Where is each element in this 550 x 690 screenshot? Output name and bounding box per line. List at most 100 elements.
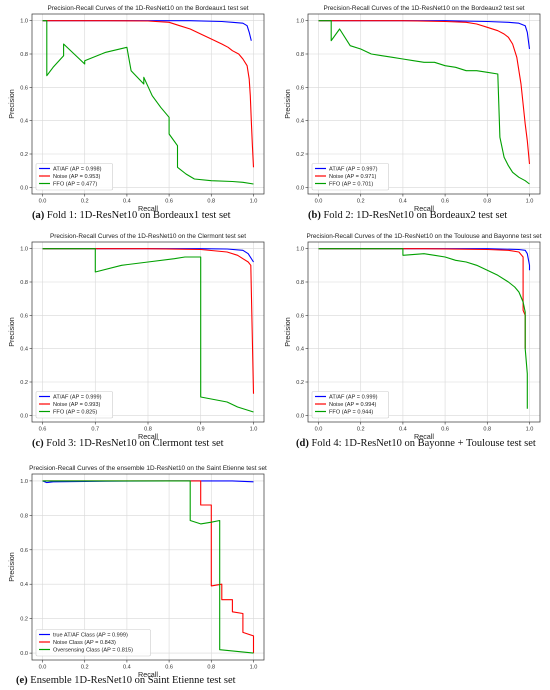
chart-title: Precision-Recall Curves of the ensemble …	[29, 465, 267, 472]
caption-d-tag: (d)	[296, 438, 309, 449]
y-tick-label: 0.2	[20, 380, 28, 386]
x-tick-label: 0.2	[357, 427, 365, 433]
y-tick-label: 1.0	[296, 247, 304, 253]
caption-d: (d) Fold 4: 1D-ResNet10 on Bayonne + Tou…	[296, 438, 536, 449]
chart-panel-c: Precision-Recall Curves of the 1D-ResNet…	[2, 230, 272, 460]
x-tick-label: 0.8	[483, 199, 491, 205]
y-tick-label: 0.6	[20, 85, 28, 91]
chart-panel-e: Precision-Recall Curves of the ensemble …	[2, 460, 272, 690]
y-tick-label: 0.8	[296, 280, 304, 286]
y-tick-label: 0.2	[296, 152, 304, 158]
legend-entry: FFO (AP = 0.477)	[53, 182, 97, 188]
y-axis-label: Precision	[7, 317, 16, 347]
x-tick-label: 0.6	[165, 665, 173, 671]
x-tick-label: 1.0	[526, 199, 534, 205]
x-tick-label: 0.0	[315, 199, 323, 205]
legend-box	[311, 391, 389, 419]
caption-b-tag: (b)	[308, 210, 321, 221]
x-tick-label: 0.4	[123, 199, 131, 205]
x-axis-label: Recall	[138, 670, 158, 679]
y-tick-label: 0.6	[296, 85, 304, 91]
chart-d-svg: Precision-Recall Curves of the 1D-ResNet…	[283, 233, 542, 441]
y-tick-label: 0.2	[20, 152, 28, 158]
x-tick-label: 0.2	[81, 665, 89, 671]
caption-c-tag: (c)	[32, 438, 44, 449]
y-tick-label: 0.4	[296, 119, 304, 125]
x-axis-label: Recall	[414, 432, 434, 441]
plot-frame	[307, 13, 541, 195]
legend-box	[35, 163, 113, 191]
x-tick-label: 1.0	[250, 199, 258, 205]
x-tick-label: 0.6	[165, 199, 173, 205]
chart-b-svg: Precision-Recall Curves of the 1D-ResNet…	[283, 5, 541, 213]
caption-d-text: Fold 4: 1D-ResNet10 on Bayonne + Toulous…	[308, 438, 536, 449]
series-line-3	[318, 20, 530, 185]
y-tick-label: 0.6	[296, 313, 304, 319]
legend-entry: AT/AF (AP = 0.999)	[53, 395, 102, 401]
x-tick-label: 0.8	[483, 427, 491, 433]
series-line-2	[318, 248, 526, 349]
legend-entry: Noise (AP = 0.994)	[329, 402, 376, 408]
legend-entry: AT/AF (AP = 0.998)	[53, 167, 102, 173]
legend-entry: Oversensing Class (AP = 0.815)	[53, 648, 133, 654]
y-tick-label: 1.0	[296, 19, 304, 25]
x-tick-label: 0.8	[207, 199, 215, 205]
legend-entry: FFO (AP = 0.701)	[329, 182, 373, 188]
legend-entry: Noise Class (AP = 0.843)	[53, 640, 116, 646]
series-line-3	[42, 248, 254, 413]
legend-entry: Noise (AP = 0.993)	[53, 402, 100, 408]
caption-b: (b) Fold 2: 1D-ResNet10 on Bordeaux2 tes…	[308, 210, 507, 221]
y-tick-label: 0.6	[20, 548, 28, 554]
x-tick-label: 0.4	[123, 665, 131, 671]
y-tick-label: 0.0	[20, 185, 28, 191]
x-tick-label: 0.0	[39, 665, 47, 671]
plot-frame	[31, 241, 265, 423]
y-tick-label: 0.4	[20, 119, 28, 125]
x-tick-label: 0.7	[91, 427, 99, 433]
x-tick-label: 0.0	[39, 199, 47, 205]
y-tick-label: 0.2	[20, 617, 28, 623]
legend-entry: FFO (AP = 0.825)	[53, 410, 97, 416]
legend-entry: AT/AF (AP = 0.999)	[329, 395, 378, 401]
legend-box	[35, 629, 151, 657]
x-tick-label: 0.8	[207, 665, 215, 671]
x-tick-label: 0.2	[81, 199, 89, 205]
x-tick-label: 0.6	[39, 427, 47, 433]
series-line-3	[42, 20, 254, 185]
chart-c-svg: Precision-Recall Curves of the 1D-ResNet…	[7, 233, 265, 441]
y-tick-label: 0.4	[20, 347, 28, 353]
y-tick-label: 1.0	[20, 19, 28, 25]
plot-frame	[307, 241, 541, 423]
chart-panel-a: Precision-Recall Curves of the 1D-ResNet…	[2, 2, 272, 232]
y-tick-label: 1.0	[20, 479, 28, 485]
x-tick-label: 0.4	[399, 427, 407, 433]
y-tick-label: 1.0	[20, 247, 28, 253]
caption-c: (c) Fold 3: 1D-ResNet10 on Clermont test…	[32, 438, 224, 449]
chart-title: Precision-Recall Curves of the 1D-ResNet…	[306, 233, 541, 240]
x-tick-label: 0.9	[197, 427, 205, 433]
x-tick-label: 0.8	[144, 427, 152, 433]
series-line-2	[42, 248, 255, 394]
x-axis-label: Recall	[414, 204, 434, 213]
legend-entry: FFO (AP = 0.944)	[329, 410, 373, 416]
y-tick-label: 0.8	[20, 280, 28, 286]
y-tick-label: 0.4	[20, 582, 28, 588]
series-line-3	[42, 480, 254, 654]
chart-title: Precision-Recall Curves of the 1D-ResNet…	[47, 5, 248, 12]
y-tick-label: 0.0	[20, 651, 28, 657]
y-tick-label: 0.0	[296, 413, 304, 419]
chart-e-svg: Precision-Recall Curves of the ensemble …	[7, 465, 267, 679]
caption-e-text: Ensemble 1D-ResNet10 on Saint Etienne te…	[27, 675, 236, 686]
caption-a-tag: (a)	[32, 210, 45, 221]
x-tick-label: 0.6	[441, 199, 449, 205]
y-axis-label: Precision	[7, 552, 16, 582]
caption-b-text: Fold 2: 1D-ResNet10 on Bordeaux2 test se…	[320, 210, 508, 221]
caption-c-text: Fold 3: 1D-ResNet10 on Clermont test set	[43, 438, 224, 449]
x-tick-label: 0.0	[315, 427, 323, 433]
y-axis-label: Precision	[7, 89, 16, 119]
legend-entry: Noise (AP = 0.971)	[329, 174, 376, 180]
caption-e: (e) Ensemble 1D-ResNet10 on Saint Etienn…	[16, 675, 236, 686]
plot-frame	[31, 473, 265, 661]
series-line-2	[42, 20, 255, 168]
plot-frame	[31, 13, 265, 195]
